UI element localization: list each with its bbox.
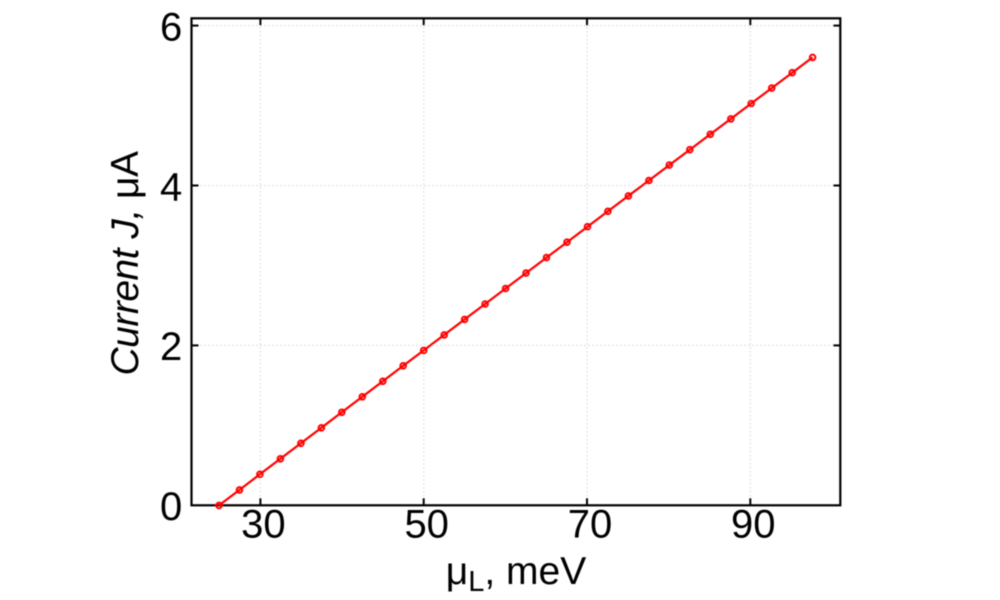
svg-text:0: 0 <box>160 485 182 529</box>
svg-text:4: 4 <box>160 165 182 209</box>
svg-text:50: 50 <box>404 503 449 547</box>
svg-text:6: 6 <box>160 5 182 49</box>
svg-text:30: 30 <box>241 503 286 547</box>
svg-text:μL, meV: μL, meV <box>446 550 587 598</box>
svg-text:90: 90 <box>731 503 776 547</box>
svg-text:2: 2 <box>160 325 182 369</box>
svg-text:Current J, μA: Current J, μA <box>104 151 147 376</box>
svg-text:70: 70 <box>568 503 613 547</box>
